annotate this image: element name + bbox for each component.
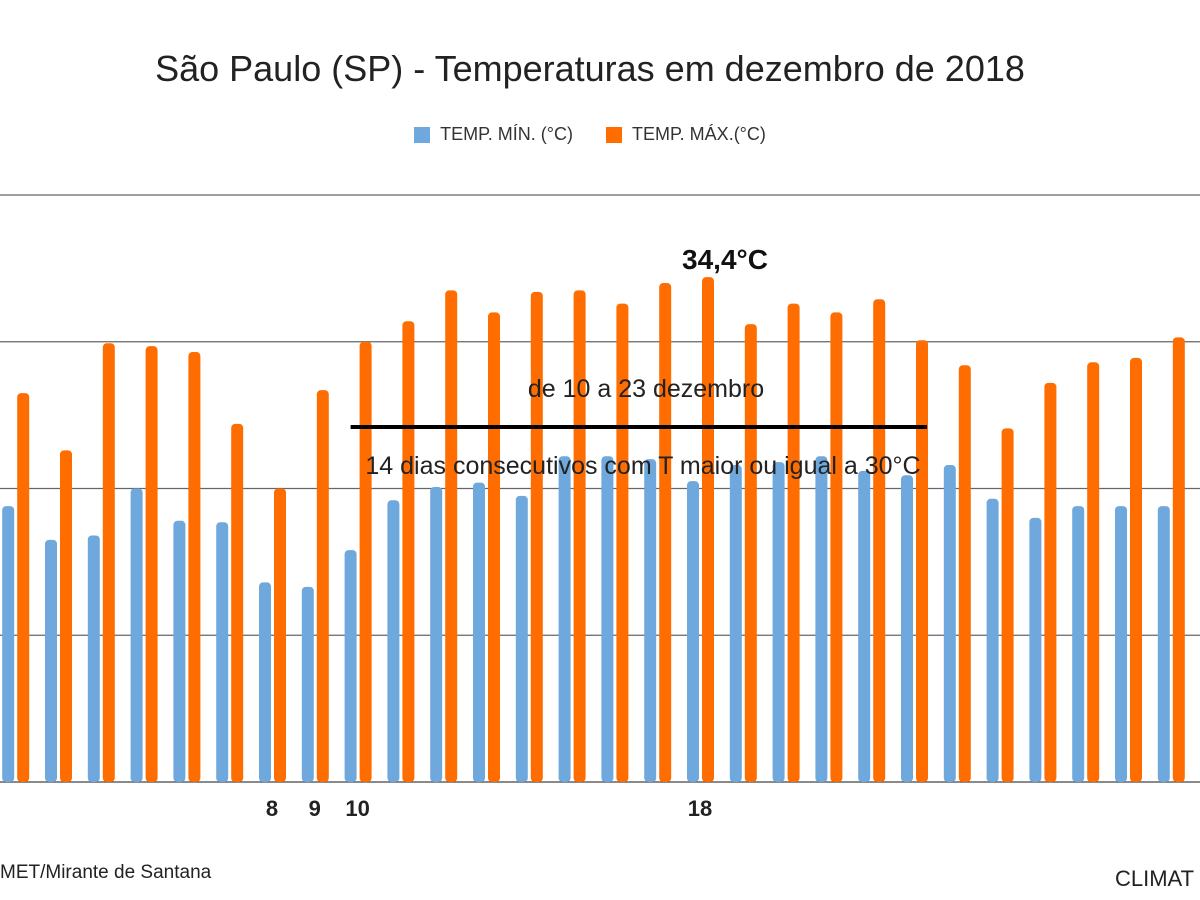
bar-min: [515, 495, 528, 782]
source-note: MET/Mirante de Santana: [0, 862, 212, 883]
legend-label-min: TEMP. MÍN. (°C): [440, 124, 573, 144]
bar-min: [45, 539, 57, 782]
bar-min: [301, 586, 314, 782]
bar-min: [729, 465, 742, 782]
credit-note: CLIMAT: [1115, 866, 1195, 891]
max-annotation: 34,4°C: [682, 244, 768, 275]
bar-min: [1115, 506, 1127, 782]
legend-label-max: TEMP. MÁX.(°C): [632, 124, 766, 144]
bar-min: [1157, 506, 1170, 782]
bar-max: [958, 365, 971, 782]
bar-min: [173, 520, 186, 782]
bar-max: [616, 303, 629, 782]
x-tick-label: 9: [309, 796, 321, 821]
bar-max: [445, 290, 458, 782]
bar-min: [815, 456, 828, 782]
bar-max: [1087, 362, 1100, 782]
bar-max: [573, 290, 586, 782]
bar-min: [772, 462, 785, 782]
legend-item-min: TEMP. MÍN. (°C): [414, 124, 573, 145]
bar-max: [359, 341, 372, 782]
legend-item-max: TEMP. MÁX.(°C): [606, 124, 766, 145]
bar-min: [687, 481, 699, 782]
bar-max: [744, 324, 757, 782]
bar-max: [1172, 337, 1185, 782]
bar-max: [102, 343, 115, 782]
bar-min: [87, 535, 100, 782]
bar-min: [430, 487, 443, 782]
chart-title: São Paulo (SP) - Temperaturas em dezembr…: [155, 48, 1025, 89]
bar-max: [274, 488, 286, 782]
bar-max: [702, 277, 714, 782]
bar-max: [916, 340, 928, 782]
bar-max: [1130, 357, 1142, 782]
bar-min: [1072, 506, 1085, 782]
bar-min: [901, 475, 913, 782]
legend: TEMP. MÍN. (°C) TEMP. MÁX.(°C): [0, 124, 1180, 148]
x-tick-label: 18: [688, 796, 712, 821]
bar-max: [60, 450, 72, 782]
bar-max: [316, 390, 329, 782]
bar-max: [530, 291, 543, 782]
legend-swatch-max: [606, 126, 622, 143]
bar-min: [387, 500, 400, 782]
x-tick-label: 10: [345, 796, 369, 821]
bar-max: [1001, 428, 1014, 782]
bar-min: [130, 488, 143, 782]
bar-max: [17, 393, 30, 782]
bar-min: [558, 456, 571, 782]
bar-max: [830, 312, 843, 782]
bar-min: [601, 456, 614, 782]
note-annotation: 14 dias consecutivos com T maior ou igua…: [365, 452, 920, 480]
bar-max: [787, 303, 800, 782]
bar-max: [488, 312, 500, 782]
bar-max: [402, 321, 415, 782]
bar-max: [231, 423, 244, 782]
bar-max: [659, 283, 672, 782]
period-annotation: de 10 a 23 dezembro: [528, 375, 764, 403]
bar-max: [1044, 382, 1057, 782]
bar-min: [259, 582, 271, 782]
bar-max: [145, 346, 158, 782]
bar-min: [216, 522, 229, 782]
bar-min: [2, 506, 15, 782]
bar-min: [1029, 517, 1042, 782]
bar-max: [188, 352, 201, 782]
x-tick-label: 8: [266, 796, 278, 821]
bar-min: [986, 498, 999, 782]
bar-max: [873, 299, 886, 782]
bar-min: [943, 465, 956, 782]
bar-min: [858, 470, 871, 782]
legend-swatch-min: [414, 126, 431, 143]
bar-min: [344, 550, 357, 782]
bar-min: [644, 459, 657, 782]
bar-min: [473, 482, 485, 782]
